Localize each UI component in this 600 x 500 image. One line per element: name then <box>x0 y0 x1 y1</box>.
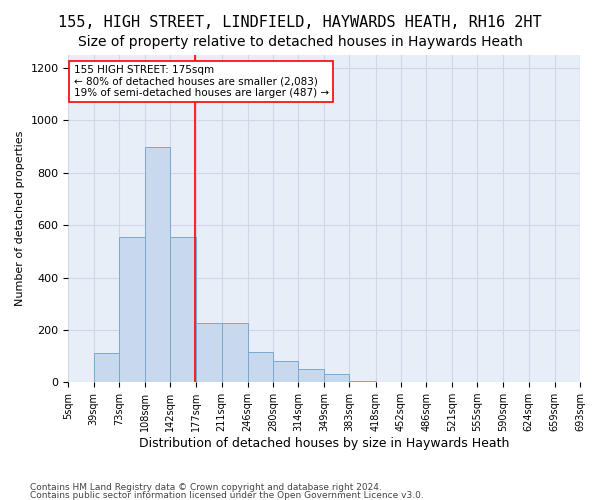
Text: Size of property relative to detached houses in Haywards Heath: Size of property relative to detached ho… <box>77 35 523 49</box>
Bar <box>221 324 248 382</box>
Bar <box>170 237 196 382</box>
Bar <box>298 369 324 382</box>
X-axis label: Distribution of detached houses by size in Haywards Heath: Distribution of detached houses by size … <box>139 437 509 450</box>
Text: Contains public sector information licensed under the Open Government Licence v3: Contains public sector information licen… <box>30 490 424 500</box>
Bar <box>145 146 170 382</box>
Bar <box>119 237 145 382</box>
Bar <box>349 381 376 382</box>
Text: Contains HM Land Registry data © Crown copyright and database right 2024.: Contains HM Land Registry data © Crown c… <box>30 484 382 492</box>
Bar <box>248 352 273 382</box>
Bar <box>196 324 221 382</box>
Bar <box>324 374 349 382</box>
Y-axis label: Number of detached properties: Number of detached properties <box>15 131 25 306</box>
Bar <box>273 362 298 382</box>
Text: 155 HIGH STREET: 175sqm
← 80% of detached houses are smaller (2,083)
19% of semi: 155 HIGH STREET: 175sqm ← 80% of detache… <box>74 65 329 98</box>
Bar <box>94 354 119 382</box>
Text: 155, HIGH STREET, LINDFIELD, HAYWARDS HEATH, RH16 2HT: 155, HIGH STREET, LINDFIELD, HAYWARDS HE… <box>58 15 542 30</box>
